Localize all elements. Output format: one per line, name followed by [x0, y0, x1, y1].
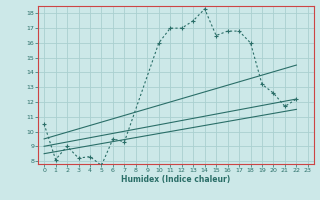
- X-axis label: Humidex (Indice chaleur): Humidex (Indice chaleur): [121, 175, 231, 184]
